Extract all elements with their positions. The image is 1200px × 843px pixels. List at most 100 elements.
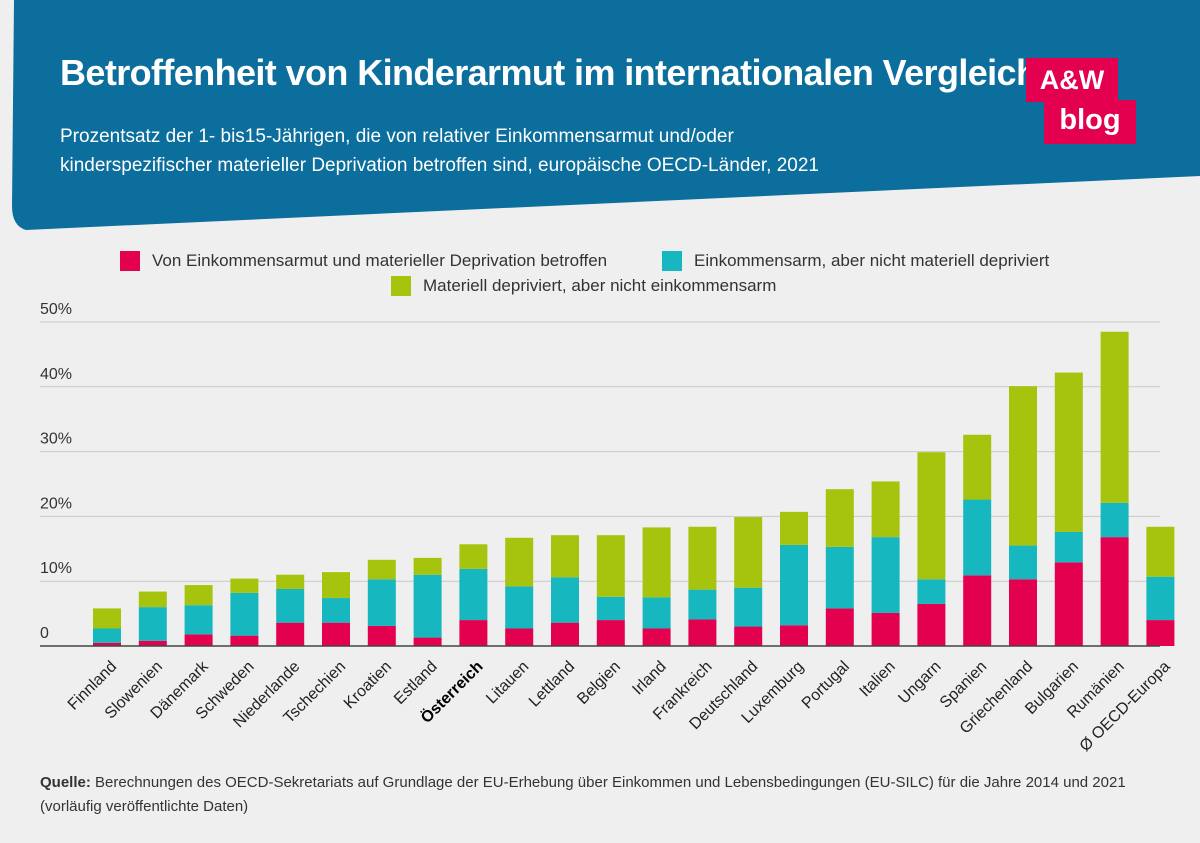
bar-2-0 (93, 608, 121, 629)
y-tick-label-50: 50% (40, 301, 72, 318)
x-tick-label-10: Lettland (526, 658, 578, 710)
bar-1-20 (1009, 545, 1037, 580)
y-tick-label-40: 40% (40, 366, 72, 383)
bar-1-5 (322, 598, 350, 623)
x-tick-label-9: Litauen (483, 658, 532, 707)
bar-2-18 (917, 452, 946, 580)
bar-0-9 (505, 628, 534, 646)
logo-line-2: blog (1044, 100, 1136, 144)
bar-0-10 (551, 622, 579, 646)
bar-0-15 (780, 625, 808, 646)
bar-1-21 (1054, 531, 1083, 563)
y-tick-label-10: 10% (40, 560, 72, 577)
bars (93, 331, 1175, 646)
bar-0-22 (1100, 537, 1129, 646)
header-banner (12, 0, 1200, 230)
y-tick-label-30: 30% (40, 431, 72, 448)
x-tick-label-16: Portugal (799, 658, 853, 712)
bar-2-5 (322, 572, 350, 599)
x-tick-label-6: Kroatien (341, 658, 395, 712)
bar-2-2 (184, 585, 213, 606)
bar-2-21 (1054, 372, 1083, 532)
bar-0-17 (871, 612, 900, 646)
bar-0-23 (1146, 620, 1175, 646)
bar-2-20 (1009, 386, 1037, 546)
bar-1-17 (871, 537, 900, 613)
bar-1-7 (413, 574, 442, 638)
bar-1-18 (917, 579, 946, 604)
source-text: Berechnungen des OECD-Sekretariats auf G… (40, 774, 1126, 815)
bar-0-8 (459, 620, 488, 646)
bar-2-14 (734, 517, 763, 588)
bar-1-10 (551, 577, 579, 623)
bar-0-2 (184, 634, 213, 646)
bar-2-7 (413, 557, 442, 575)
logo-line-1: A&W (1026, 58, 1118, 102)
bar-2-4 (276, 574, 305, 589)
bar-0-5 (322, 622, 350, 646)
bar-1-9 (505, 586, 534, 629)
bar-2-3 (230, 578, 259, 593)
bar-0-7 (413, 637, 442, 646)
bar-0-11 (596, 620, 625, 646)
bar-1-1 (138, 607, 167, 641)
bar-2-15 (780, 511, 808, 545)
bar-2-16 (825, 489, 854, 547)
bar-2-10 (551, 535, 579, 578)
y-tick-label-20: 20% (40, 495, 72, 512)
bar-2-8 (459, 544, 488, 569)
bar-1-2 (184, 605, 213, 635)
source-note: Quelle: Berechnungen des OECD-Sekretaria… (40, 771, 1140, 819)
bar-0-0 (93, 642, 121, 646)
bar-0-3 (230, 635, 259, 646)
bar-1-19 (963, 499, 992, 576)
bar-0-1 (138, 640, 167, 646)
bar-0-14 (734, 626, 763, 646)
legend-swatch-green (391, 276, 411, 296)
bar-2-12 (642, 527, 671, 598)
chart-title: Betroffenheit von Kinderarmut im interna… (60, 52, 1038, 93)
bar-2-9 (505, 537, 534, 587)
bar-1-22 (1100, 502, 1129, 538)
bar-1-3 (230, 592, 259, 636)
legend-swatch-teal (662, 251, 682, 271)
legend-label-both: Von Einkommensarmut und materieller Depr… (152, 251, 608, 270)
bar-2-1 (138, 591, 167, 608)
subtitle-line-2: kinderspezifischer materieller Deprivati… (60, 155, 819, 176)
bar-1-16 (825, 546, 854, 609)
aw-blog-logo[interactable]: A&W blog (1026, 58, 1136, 144)
bar-0-13 (688, 619, 717, 646)
bar-2-19 (963, 434, 992, 500)
bar-1-15 (780, 544, 808, 626)
bar-0-21 (1054, 562, 1083, 646)
bar-1-13 (688, 589, 717, 620)
bar-1-14 (734, 587, 763, 627)
bar-0-12 (642, 628, 671, 646)
bar-1-11 (596, 596, 625, 621)
x-tick-label-17: Italien (857, 658, 899, 700)
bar-1-6 (367, 579, 396, 626)
bar-0-4 (276, 622, 305, 646)
bar-2-17 (871, 481, 900, 538)
subtitle-line-1: Prozentsatz der 1- bis15-Jährigen, die v… (60, 126, 734, 147)
y-tick-label-0: 0 (40, 625, 49, 642)
bar-0-20 (1009, 579, 1037, 646)
legend-label-income: Einkommensarm, aber nicht materiell depr… (694, 251, 1050, 270)
bar-2-22 (1100, 331, 1129, 503)
bar-2-13 (688, 526, 717, 590)
bar-0-18 (917, 603, 946, 646)
bar-1-4 (276, 588, 305, 623)
bar-1-0 (93, 628, 121, 643)
bar-2-6 (367, 559, 396, 580)
bar-2-23 (1146, 526, 1175, 577)
chart-subtitle: Prozentsatz der 1- bis15-Jährigen, die v… (60, 122, 920, 180)
bar-0-6 (367, 625, 396, 646)
legend-label-deprivation: Materiell depriviert, aber nicht einkomm… (423, 276, 777, 295)
source-label: Quelle: (40, 774, 91, 791)
x-tick-label-12: Irland (629, 658, 669, 698)
axes: 010%20%30%40%50%FinnlandSlowenienDänemar… (40, 301, 1174, 755)
bar-1-12 (642, 597, 671, 629)
bar-1-8 (459, 568, 488, 621)
bar-0-19 (963, 575, 992, 646)
